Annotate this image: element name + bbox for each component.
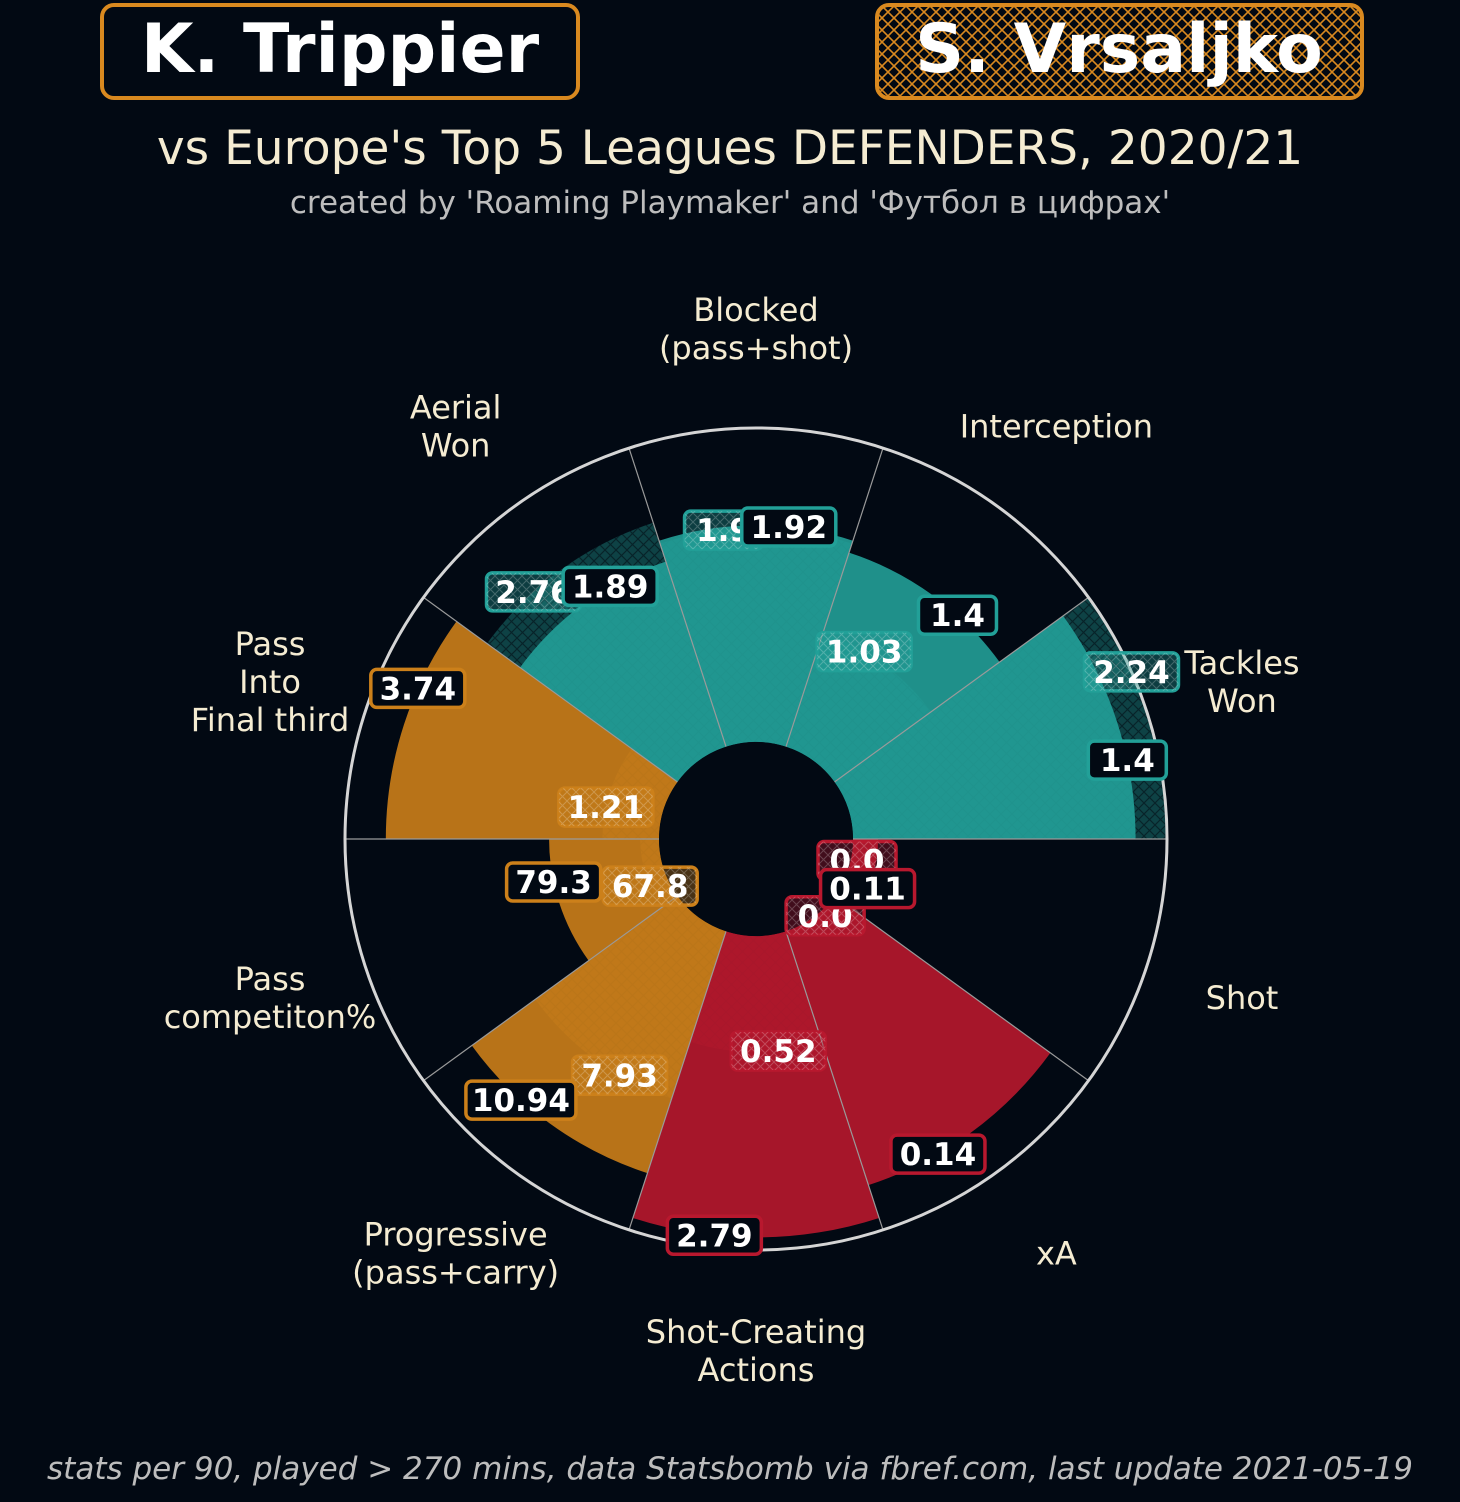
value-label-p2-pass-competiton: 67.8 xyxy=(601,865,699,907)
player1-name: K. Trippier xyxy=(141,10,540,89)
category-label-pass-competiton: Pass competiton% xyxy=(164,960,377,1036)
value-label-p1-tackles-won: 1.4 xyxy=(1086,739,1169,781)
svg-text:1.03: 1.03 xyxy=(826,635,903,671)
value-label-p2-progressive-pass-carry: 7.93 xyxy=(570,1054,669,1097)
value-label-p2-shot-creating-actions: 0.52 xyxy=(729,1030,828,1072)
value-label-p2-aerial-won: 2.76 xyxy=(484,571,583,613)
svg-text:79.3: 79.3 xyxy=(515,865,592,901)
chart-subtitle: vs Europe's Top 5 Leagues DEFENDERS, 202… xyxy=(157,121,1303,176)
svg-text:2.24: 2.24 xyxy=(1093,655,1170,691)
sector-divider xyxy=(834,895,1089,1082)
value-label-p1-progressive-pass-carry: 10.94 xyxy=(464,1079,578,1121)
player2-name: S. Vrsaljko xyxy=(915,10,1323,89)
category-label-tackles-won: Tackles Won xyxy=(1183,644,1299,720)
category-label-blocked-pass-shot: Blocked (pass+shot) xyxy=(659,291,853,367)
value-label-p1-blocked-pass-shot: 1.92 xyxy=(740,506,838,548)
player2-frame xyxy=(875,3,1364,100)
value-label-p1-pass-competiton: 79.3 xyxy=(504,861,603,903)
svg-text:67.8: 67.8 xyxy=(612,869,689,905)
svg-text:2.79: 2.79 xyxy=(676,1218,753,1254)
wedge-p1-tackles-won xyxy=(834,615,1136,839)
value-label-p1-xa: 0.14 xyxy=(889,1133,987,1175)
center-hole xyxy=(659,742,853,936)
sector-divider xyxy=(785,447,884,747)
category-label-progressive-pass-carry: Progressive (pass+carry) xyxy=(352,1215,559,1291)
value-label-p2-tackles-won: 2.24 xyxy=(1082,651,1181,693)
value-label-p1-shot-creating-actions: 2.79 xyxy=(665,1214,764,1257)
category-label-shot: Shot xyxy=(1206,979,1279,1017)
category-label-interception: Interception xyxy=(960,408,1153,446)
category-label-shot-creating-actions: Shot-Creating Actions xyxy=(646,1313,866,1389)
value-label-p1-pass-into-final-third: 3.74 xyxy=(369,667,467,710)
category-label-aerial-won: Aerial Won xyxy=(410,389,502,465)
sector-divider xyxy=(423,895,678,1082)
category-label-pass-into-final-third: Pass Into Final third xyxy=(191,625,350,739)
category-label-layer: Tackles Won Interception Blocked (pass+shot)… xyxy=(164,291,1300,1389)
svg-text:10.94: 10.94 xyxy=(472,1083,570,1119)
svg-text:0.14: 0.14 xyxy=(900,1137,977,1173)
svg-text:7.93: 7.93 xyxy=(581,1058,658,1094)
svg-text:1.4: 1.4 xyxy=(930,598,985,634)
category-label-xa: xA xyxy=(1036,1234,1077,1272)
svg-text:1.21: 1.21 xyxy=(568,790,645,826)
value-label-p2-pass-into-final-third: 1.21 xyxy=(557,786,655,828)
svg-text:1.89: 1.89 xyxy=(572,569,649,605)
player1-frame xyxy=(100,3,580,100)
svg-text:1.4: 1.4 xyxy=(1100,743,1155,779)
sector-divider xyxy=(834,596,1089,783)
wedge-layer xyxy=(385,522,1167,1238)
value-label-layer: 2.241.41.031.41.9 1.922.76 1.891.213.7467.… xyxy=(369,506,1181,1257)
sector-divider xyxy=(785,931,884,1231)
svg-text:1.92: 1.92 xyxy=(751,510,828,546)
wedge-p1-aerial-won xyxy=(520,561,727,782)
sector-divider xyxy=(628,931,727,1231)
svg-text:2.76: 2.76 xyxy=(495,575,572,611)
svg-text:0.52: 0.52 xyxy=(740,1034,817,1070)
value-label-p1-interception: 1.4 xyxy=(916,594,999,636)
svg-text:0.11: 0.11 xyxy=(829,872,906,908)
chart-footer: stats per 90, played > 270 mins, data St… xyxy=(47,1451,1413,1487)
chart-credit: created by 'Roaming Playmaker' and 'Футб… xyxy=(290,185,1170,221)
sector-divider xyxy=(628,447,727,747)
value-label-p2-interception: 1.03 xyxy=(815,630,913,673)
value-label-p1-aerial-won: 1.89 xyxy=(561,565,659,608)
sector-divider xyxy=(423,596,678,783)
value-label-p1-shot: 0.11 xyxy=(818,867,917,910)
wedge-p1-xa xyxy=(785,896,1051,1186)
wedge-p1-shot-creating-actions xyxy=(632,931,880,1238)
wedge-p1-blocked-pass-shot xyxy=(659,525,853,747)
svg-text:3.74: 3.74 xyxy=(380,671,457,707)
